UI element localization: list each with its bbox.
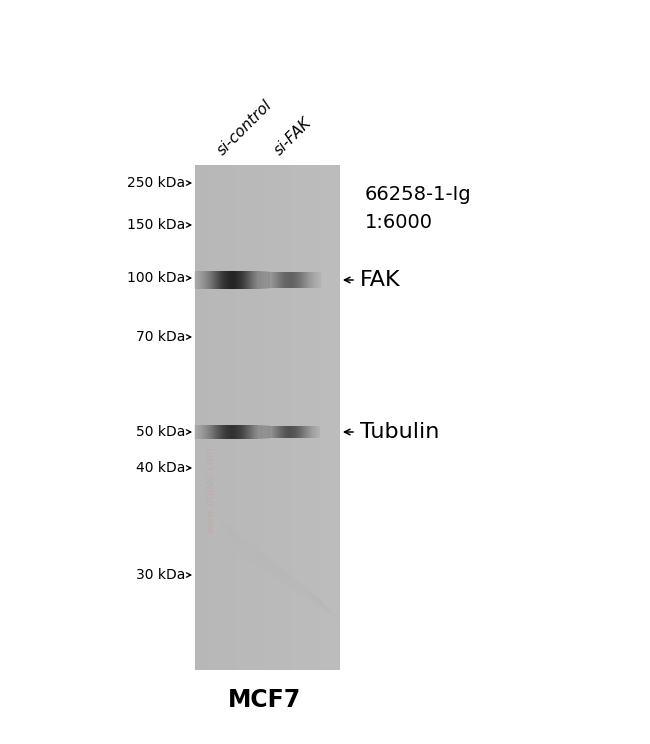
Text: 66258-1-Ig: 66258-1-Ig xyxy=(365,185,472,205)
Text: 30 kDa: 30 kDa xyxy=(136,568,185,582)
Text: 40 kDa: 40 kDa xyxy=(136,461,185,475)
Text: Tubulin: Tubulin xyxy=(360,422,439,442)
Text: 150 kDa: 150 kDa xyxy=(127,218,185,232)
Text: MCF7: MCF7 xyxy=(228,688,302,712)
Text: 1:6000: 1:6000 xyxy=(365,213,433,231)
Text: si-control: si-control xyxy=(214,97,275,158)
Text: www.ptglab.com: www.ptglab.com xyxy=(205,446,215,533)
Text: 100 kDa: 100 kDa xyxy=(127,271,185,285)
Text: FAK: FAK xyxy=(360,270,400,290)
Text: 70 kDa: 70 kDa xyxy=(136,330,185,344)
Text: 250 kDa: 250 kDa xyxy=(127,176,185,190)
Text: si-FAK: si-FAK xyxy=(272,115,315,158)
Text: 50 kDa: 50 kDa xyxy=(136,425,185,439)
